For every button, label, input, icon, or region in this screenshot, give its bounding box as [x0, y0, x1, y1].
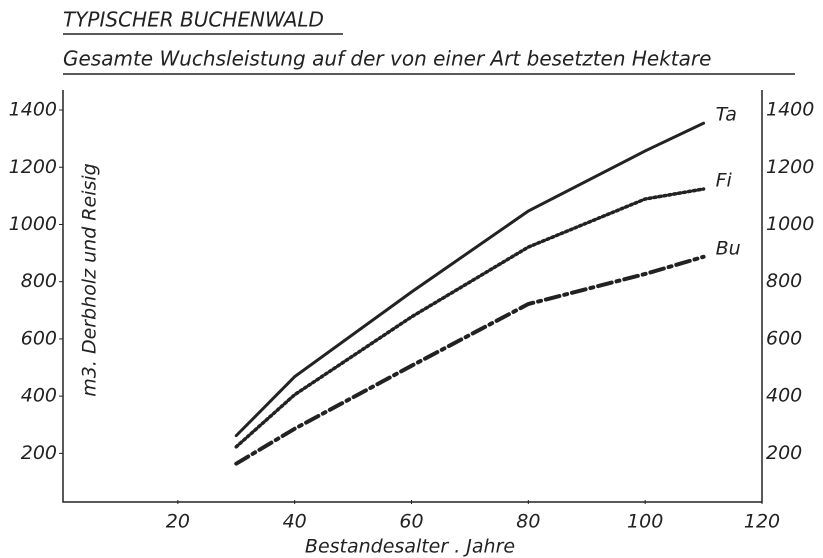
x-tick-label: 80 [516, 511, 540, 533]
x-tick-label: 120 [744, 511, 780, 533]
x-axis-label: Bestandesalter . Jahre [305, 536, 515, 558]
y-tick-label: 1000 [9, 213, 57, 235]
y-tick-label: 200 [21, 442, 57, 464]
y-tick-label: 1200 [9, 156, 57, 178]
chart-title: TYPISCHER BUCHENWALD [63, 8, 324, 32]
y-tick-label-right: 200 [766, 442, 802, 464]
y-tick-label-right: 1200 [766, 156, 814, 178]
series-label: Ta [716, 104, 737, 126]
y-tick-label: 800 [21, 270, 57, 292]
x-tick-label: 40 [283, 511, 307, 533]
line [234, 187, 706, 449]
x-tick-label: 60 [399, 511, 423, 533]
y-tick-label: 600 [21, 327, 57, 349]
axes [62, 90, 763, 503]
x-tick-label: 100 [627, 511, 663, 533]
y-axis-label: m3. Derbholz und Reisig [79, 163, 101, 396]
y-tick-label: 1400 [9, 99, 57, 121]
y-tick-label-right: 1400 [766, 99, 814, 121]
y-tick-label-right: 600 [766, 327, 802, 349]
chart-subtitle: Gesamte Wuchsleistung auf der von einer … [63, 47, 711, 71]
line [234, 254, 706, 466]
y-tick-label: 400 [21, 385, 57, 407]
x-tick-label: 20 [166, 511, 190, 533]
series-label: Bu [716, 237, 741, 259]
y-tick-label-right: 800 [766, 270, 802, 292]
series-label: Fi [716, 169, 733, 191]
y-tick-label-right: 1000 [766, 213, 814, 235]
y-tick-label-right: 400 [766, 385, 802, 407]
line [234, 121, 706, 438]
